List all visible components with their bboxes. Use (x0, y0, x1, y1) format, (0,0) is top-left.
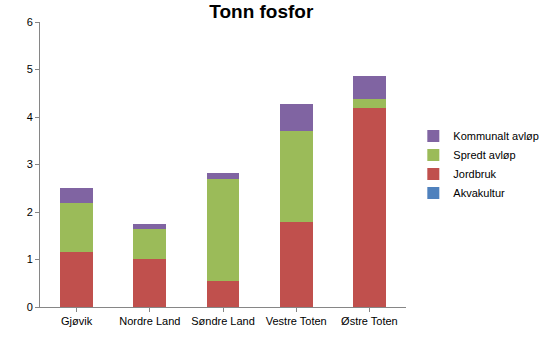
svg-text:Jordbruk: Jordbruk (453, 168, 496, 180)
svg-text:Kommunalt avløp: Kommunalt avløp (453, 130, 539, 142)
svg-text:Vestre Toten: Vestre Toten (266, 315, 327, 327)
svg-text:Nordre Land: Nordre Land (119, 315, 180, 327)
svg-text:Gjøvik: Gjøvik (61, 315, 93, 327)
svg-text:4: 4 (27, 111, 33, 123)
svg-text:Østre Toten: Østre Toten (341, 315, 398, 327)
svg-text:6: 6 (27, 16, 33, 28)
svg-text:2: 2 (27, 206, 33, 218)
svg-text:Spredt avløp: Spredt avløp (453, 149, 515, 161)
svg-text:1: 1 (27, 253, 33, 265)
svg-text:Tonn fosfor: Tonn fosfor (209, 1, 314, 22)
svg-text:Akvakultur: Akvakultur (453, 187, 505, 199)
svg-text:Søndre Land: Søndre Land (191, 315, 255, 327)
svg-text:0: 0 (27, 301, 33, 313)
svg-text:3: 3 (27, 158, 33, 170)
svg-text:5: 5 (27, 63, 33, 75)
